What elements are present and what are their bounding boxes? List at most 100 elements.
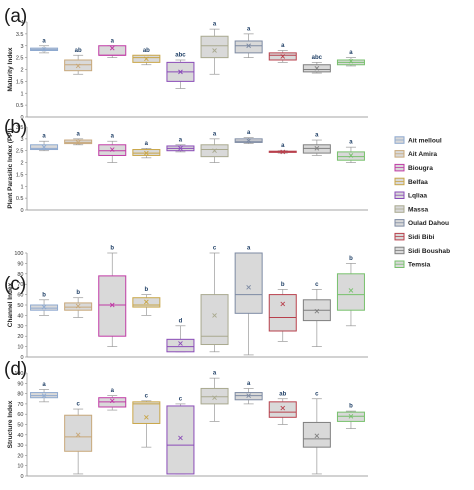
significance-label: a: [42, 38, 46, 44]
significance-label: c: [145, 393, 149, 399]
significance-label: a: [145, 141, 149, 147]
y-axis-label: Channel Index: [7, 282, 14, 327]
box-sidi-boushab: a: [302, 133, 331, 156]
y-tick-label: 3: [20, 44, 23, 50]
y-tick-label: 1.5: [16, 172, 24, 178]
box-mean-marker: [348, 413, 354, 419]
legend-item: Ait Amira: [394, 150, 437, 158]
box-lqliaa: abc: [166, 53, 195, 89]
box-belfaa: c: [132, 393, 161, 448]
box-temsia: a: [336, 50, 365, 67]
box-iqr: [200, 294, 229, 346]
legend-label: Massa: [408, 206, 428, 213]
y-tick-label: 1: [20, 91, 23, 97]
box-mean-marker: [41, 144, 47, 150]
significance-label: c: [315, 282, 319, 288]
box-mean-marker: [246, 43, 251, 49]
box-mean-marker: [144, 56, 149, 62]
significance-label: b: [110, 246, 114, 252]
box-iqr: [234, 40, 263, 54]
box-belfaa: a: [132, 141, 161, 159]
y-tick-label: 10: [17, 345, 23, 351]
legend: Ait melloul Ait Amira Biougra Belfaa Lqliaa M…: [394, 136, 450, 269]
y-tick-label: 3: [20, 137, 23, 143]
legend-item: Temsia: [394, 260, 431, 269]
box-iqr: [268, 401, 297, 418]
y-tick-label: 50: [17, 303, 23, 309]
legend-item: Oulad Dahou: [394, 219, 449, 227]
legend-item: Ait melloul: [394, 136, 442, 144]
y-tick-label: 20: [17, 453, 23, 459]
y-tick-label: 100: [14, 251, 23, 257]
significance-label: a: [213, 371, 217, 377]
y-tick-label: 1.5: [16, 79, 24, 85]
legend-item: Massa: [394, 205, 428, 213]
box-mean-marker: [246, 393, 251, 398]
box-mean-marker: [144, 150, 149, 156]
legend-item: Sidi Boushab: [394, 246, 450, 255]
y-axis-label: Plant Parasitic Index (PPI): [7, 128, 14, 208]
box-iqr: [98, 397, 127, 408]
box-ait-melloul: a: [30, 134, 59, 152]
legend-label: Biougra: [408, 165, 433, 172]
y-tick-label: 0.5: [16, 103, 24, 109]
significance-label: a: [247, 26, 251, 32]
box-mean-marker: [246, 138, 251, 144]
panel-letter: (a): [4, 6, 27, 27]
box-mean-marker: [109, 147, 115, 152]
box-ait-amira: c: [64, 402, 93, 475]
box-mean-marker: [280, 301, 286, 307]
box-mean-marker: [348, 288, 354, 293]
y-tick-label: 0: [20, 355, 23, 361]
box-oulad-dahou: a: [234, 381, 263, 405]
box-mean-marker: [212, 313, 217, 318]
y-tick-label: 30: [17, 443, 23, 449]
legend-label: Sidi Boushab: [408, 248, 450, 255]
significance-label: a: [247, 381, 251, 387]
box-mean-marker: [280, 405, 286, 411]
panel-letter: (b): [4, 117, 27, 138]
panel-d: (d) 0 10 20 30 40 50 60 70 80 90 100 Structure Index…: [4, 359, 368, 480]
significance-label: a: [42, 382, 46, 388]
box-iqr: [234, 252, 263, 314]
box-sidi-bibi: a: [268, 143, 297, 155]
significance-label: d: [179, 318, 183, 324]
y-tick-label: 2: [20, 68, 23, 74]
box-mean-marker: [109, 398, 115, 404]
box-iqr: [200, 35, 229, 59]
box-sidi-bibi: a: [268, 43, 297, 63]
y-tick-label: 0: [20, 474, 23, 480]
box-oulad-dahou: a: [234, 26, 263, 58]
legend-item: Lqliaa: [394, 191, 427, 200]
box-mean-marker: [348, 58, 354, 64]
box-belfaa: ab: [132, 48, 161, 66]
box-ait-amira: b: [64, 290, 93, 318]
box-temsia: a: [336, 140, 365, 163]
significance-label: a: [247, 246, 251, 252]
box-mean-marker: [109, 302, 115, 308]
legend-label: Ait Amira: [408, 151, 437, 158]
box-sidi-boushab: abc: [302, 55, 331, 74]
box-mean-marker: [178, 146, 183, 151]
box-ait-amira: a: [64, 131, 93, 146]
y-axis-label: Structure Index: [7, 400, 14, 448]
legend-item: Biougra: [394, 163, 433, 172]
y-tick-label: 3.5: [16, 125, 24, 131]
significance-label: a: [111, 38, 115, 44]
significance-label: b: [145, 287, 149, 293]
y-tick-label: 4: [20, 20, 23, 26]
y-tick-label: 2: [20, 161, 23, 167]
box-ait-melloul: a: [30, 38, 59, 54]
y-tick-label: 60: [17, 293, 23, 299]
y-tick-label: 2.5: [16, 56, 24, 62]
significance-label: a: [111, 134, 115, 140]
box-ait-melloul: b: [30, 292, 59, 316]
box-belfaa: b: [132, 287, 161, 316]
box-lqliaa: a: [166, 137, 195, 153]
box-mean-marker: [314, 65, 320, 71]
y-tick-label: 80: [17, 272, 23, 278]
significance-label: c: [213, 246, 217, 252]
y-tick-label: 50: [17, 423, 23, 429]
